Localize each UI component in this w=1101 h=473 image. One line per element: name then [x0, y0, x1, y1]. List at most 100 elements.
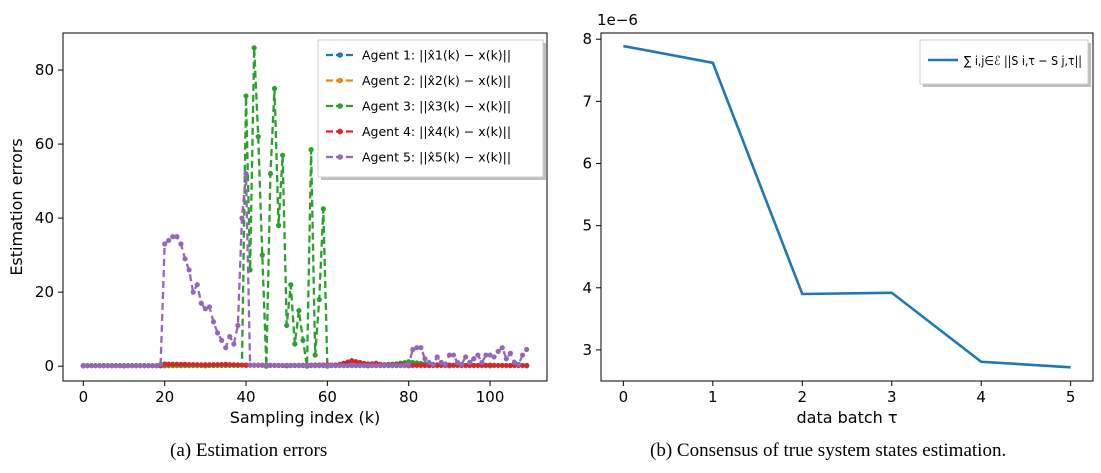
data-point — [276, 362, 281, 368]
data-point — [341, 363, 347, 368]
data-point — [296, 362, 302, 368]
left-ytick-label: 60 — [35, 135, 54, 153]
data-point — [296, 308, 302, 314]
data-point — [202, 306, 208, 312]
data-point — [109, 363, 115, 369]
data-point — [207, 362, 212, 368]
data-point — [353, 359, 359, 364]
data-point — [394, 363, 399, 368]
data-point — [255, 362, 261, 368]
legend-swatch-marker — [337, 52, 343, 58]
data-point — [231, 341, 237, 347]
data-point — [491, 354, 497, 360]
right-xtick-label: 0 — [619, 388, 629, 406]
data-point — [271, 85, 278, 92]
data-point — [520, 363, 525, 368]
left-ylabel: Estimation errors — [7, 138, 26, 275]
data-point — [150, 363, 155, 369]
data-point — [475, 352, 481, 358]
data-point — [174, 234, 180, 240]
data-point — [280, 152, 286, 158]
data-point — [227, 333, 233, 340]
data-point — [182, 361, 188, 367]
data-point — [251, 362, 257, 368]
data-point — [190, 289, 196, 295]
data-point — [454, 359, 461, 366]
data-point — [434, 362, 440, 368]
legend-box — [317, 39, 544, 178]
legend-label: Agent 5: ||x̂5(k) − x(k)|| — [362, 150, 511, 165]
legend-label: Agent 3: ||x̂3(k) − x(k)|| — [362, 99, 511, 114]
data-point — [267, 171, 274, 177]
data-point — [381, 363, 387, 368]
caption-a: (a) Estimation errors — [170, 440, 328, 461]
data-point — [320, 206, 326, 212]
data-point — [174, 361, 180, 367]
legend-label: Agent 4: ||x̂4(k) − x(k)|| — [362, 124, 511, 139]
data-point — [495, 348, 501, 354]
data-point — [402, 362, 408, 369]
data-point — [243, 93, 249, 99]
series-consensus — [623, 44, 1071, 369]
data-point — [170, 234, 176, 240]
data-point — [320, 363, 326, 368]
data-point — [105, 363, 111, 369]
data-point — [235, 362, 241, 368]
data-point — [519, 352, 526, 358]
right-xtick-label: 3 — [887, 388, 897, 406]
right-ytick-label: 7 — [582, 92, 592, 110]
data-point — [450, 352, 457, 358]
data-point — [162, 241, 168, 247]
right-xtick-label: 2 — [797, 388, 807, 406]
data-point — [243, 362, 249, 368]
data-point — [418, 362, 424, 368]
data-point — [373, 363, 379, 368]
data-point — [467, 359, 473, 366]
data-point — [153, 363, 160, 369]
data-point — [288, 362, 294, 368]
right-ytick-label: 4 — [582, 279, 592, 297]
data-point — [495, 362, 501, 368]
data-point — [101, 363, 107, 369]
data-point — [275, 222, 282, 229]
data-point — [206, 304, 213, 310]
data-point — [503, 362, 509, 368]
data-point — [141, 363, 147, 369]
data-point — [223, 345, 229, 351]
data-point — [89, 363, 94, 369]
data-point — [158, 361, 164, 367]
data-point — [300, 362, 306, 368]
data-point — [442, 361, 448, 367]
data-point — [292, 362, 298, 368]
legend-label: Agent 1: ||x̂1(k) − x(k)|| — [362, 48, 511, 63]
data-point — [190, 362, 196, 367]
data-point — [211, 362, 216, 367]
data-point — [324, 362, 330, 369]
data-point — [308, 147, 314, 153]
data-point — [353, 363, 359, 368]
data-point — [202, 362, 208, 368]
legend-item: Agent 3: ||x̂3(k) − x(k)|| — [326, 99, 511, 114]
data-point — [300, 337, 306, 343]
data-point — [125, 363, 131, 369]
data-point — [377, 363, 383, 368]
data-point — [292, 341, 298, 347]
data-point — [133, 363, 139, 369]
data-point — [410, 362, 416, 368]
data-point — [215, 362, 220, 367]
data-point — [345, 363, 351, 368]
right-xtick-label: 5 — [1066, 388, 1076, 406]
legend-item: Agent 2: ||x̂2(k) − x(k)|| — [326, 73, 511, 88]
legend-swatch-marker — [337, 103, 343, 109]
right-xlabel: data batch τ — [796, 408, 897, 427]
left-ytick-label: 0 — [44, 357, 54, 375]
data-point — [308, 362, 314, 368]
data-point — [503, 356, 509, 362]
data-point — [475, 362, 481, 368]
data-point — [178, 241, 184, 247]
data-point — [259, 252, 265, 258]
data-point — [349, 358, 355, 364]
data-point — [198, 300, 204, 306]
caption-b: (b) Consensus of true system states esti… — [650, 440, 1007, 461]
